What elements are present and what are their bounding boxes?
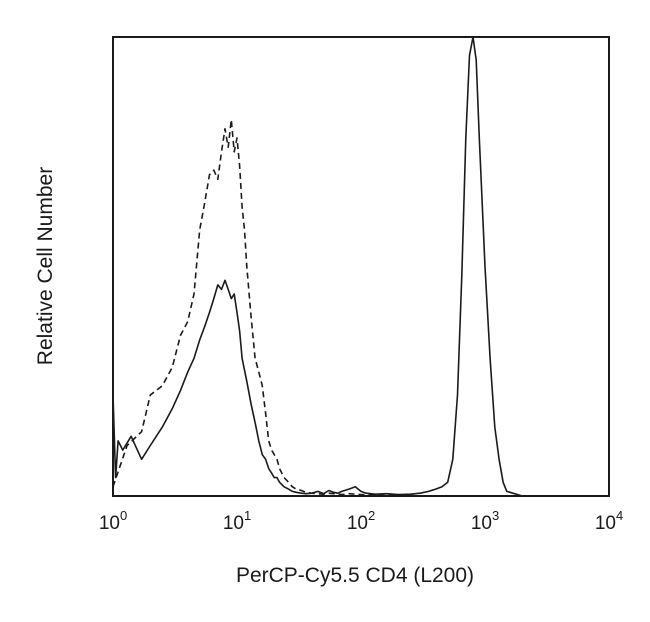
x-tick-label: 101 [223,508,251,534]
plot-frame [112,36,610,497]
x-tick-label: 104 [595,508,623,534]
x-tick-label: 102 [347,508,375,534]
series-line-dashed [112,118,609,497]
x-tick-label: 100 [99,508,127,534]
y-axis-title: Relative Cell Number [34,167,57,365]
series-layer [112,36,609,497]
series-line-solid [112,36,609,497]
x-tick-labels: 100 101 102 103 104 [99,508,623,534]
x-tick-label: 103 [471,508,499,534]
x-axis-title: PerCP-Cy5.5 CD4 (L200) [236,564,474,587]
